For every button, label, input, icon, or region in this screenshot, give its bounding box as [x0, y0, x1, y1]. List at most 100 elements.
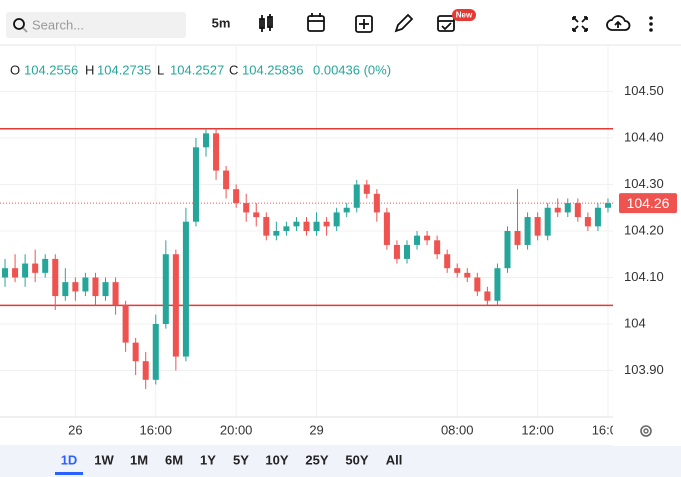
- candle-body: [82, 277, 89, 292]
- settings-button[interactable]: [640, 425, 652, 437]
- candle-body: [223, 170, 230, 190]
- candle-body: [554, 207, 561, 213]
- range-button[interactable]: 5Y: [233, 452, 249, 467]
- x-tick-label: 20:00: [220, 422, 253, 437]
- candle-body: [243, 203, 250, 213]
- candle-body: [253, 212, 260, 218]
- candle-body: [353, 184, 360, 208]
- interval-button[interactable]: 5m: [212, 15, 231, 30]
- candle-body: [162, 254, 169, 324]
- candle-body: [434, 240, 441, 255]
- range-active-underline: [55, 472, 83, 475]
- candle-body: [474, 277, 481, 292]
- candle-body: [604, 203, 611, 208]
- candle-body: [504, 231, 511, 269]
- candle-body: [444, 254, 451, 269]
- y-tick-label: 104.40: [624, 129, 664, 144]
- range-button[interactable]: 6M: [165, 452, 183, 467]
- candle-body: [122, 305, 129, 343]
- range-button[interactable]: 10Y: [265, 452, 288, 467]
- range-bar: [0, 445, 681, 477]
- plot-area: 26 16:00 20:00 29 08:00 12:00 16:00O 104.2556 H 1…: [0, 45, 624, 437]
- candle-body: [202, 133, 210, 148]
- y-tick-label: 104.30: [624, 176, 664, 191]
- draw-button[interactable]: [394, 13, 414, 33]
- fullscreen-button[interactable]: [572, 16, 588, 32]
- range-button[interactable]: 1Y: [200, 452, 216, 467]
- menu-button[interactable]: [649, 16, 653, 32]
- y-tick-label: 104.20: [624, 222, 664, 237]
- range-button[interactable]: 1W: [94, 452, 114, 467]
- candle-body: [22, 263, 29, 278]
- candle-body: [383, 212, 390, 245]
- chart-type-button[interactable]: [259, 14, 273, 32]
- candle-body: [534, 217, 541, 236]
- y-tick-label: 103.90: [624, 362, 664, 377]
- candle-body: [564, 203, 571, 213]
- candle-body: [142, 361, 149, 380]
- save-button[interactable]: [606, 15, 631, 31]
- candle-body: [524, 217, 531, 245]
- range-button[interactable]: 25Y: [305, 452, 328, 467]
- candle-body: [454, 268, 461, 273]
- candle-body: [303, 221, 310, 231]
- last-price-label: 104.26: [627, 195, 670, 211]
- x-tick-label: 29: [309, 422, 323, 437]
- candle-body: [293, 221, 300, 227]
- ohlc-legend: 104.2556: [24, 62, 78, 77]
- candle-body: [233, 189, 240, 204]
- candle-body: [132, 342, 139, 362]
- candle-body: [2, 268, 9, 278]
- candle-body: [263, 217, 270, 236]
- candle-body: [313, 221, 320, 231]
- candle-body: [424, 235, 431, 241]
- candle-body: [172, 254, 179, 357]
- candle-body: [42, 258, 49, 273]
- candle-body: [403, 244, 411, 259]
- ohlc-legend: H: [85, 62, 94, 77]
- events-button[interactable]: [437, 15, 455, 32]
- candle-body: [514, 231, 521, 245]
- x-tick-label: 12:00: [521, 422, 554, 437]
- y-tick-label: 104: [624, 315, 646, 330]
- search-icon: [22, 27, 28, 33]
- search-box[interactable]: [6, 12, 186, 38]
- candle-body: [273, 231, 280, 236]
- candle-body: [152, 324, 159, 380]
- ohlc-legend: C: [229, 62, 238, 77]
- candle-body: [213, 133, 220, 171]
- range-button[interactable]: 50Y: [345, 452, 368, 467]
- x-tick-label: 08:00: [441, 422, 474, 437]
- price-axis: [613, 46, 681, 446]
- candle-body: [333, 212, 340, 227]
- settings-icon: [640, 425, 652, 437]
- y-tick-label: 104.10: [624, 269, 664, 284]
- candle-body: [363, 184, 370, 194]
- candle-body: [92, 277, 99, 297]
- candle-body: [283, 226, 290, 231]
- add-indicator-button[interactable]: [355, 15, 373, 33]
- candle-body: [72, 282, 79, 292]
- candle-body: [343, 207, 350, 213]
- settings-icon: [643, 428, 649, 434]
- calendar-button[interactable]: [307, 13, 325, 32]
- x-tick-label: 26: [68, 422, 82, 437]
- ohlc-legend: 104.2735: [97, 62, 151, 77]
- candle-body: [182, 221, 189, 357]
- range-button[interactable]: 1M: [130, 452, 148, 467]
- range-button[interactable]: 1D: [61, 452, 78, 467]
- candle-body: [584, 217, 591, 227]
- candle-body: [62, 282, 69, 297]
- range-button[interactable]: All: [386, 452, 403, 467]
- candle-body: [32, 263, 39, 273]
- candle-body: [52, 258, 59, 297]
- last-price-tag: [619, 193, 677, 214]
- search-icon: [13, 18, 25, 30]
- candle-body: [323, 221, 330, 227]
- ohlc-legend: 0.00436 (0%): [313, 62, 391, 77]
- candle-body: [574, 203, 581, 218]
- candle-body: [112, 282, 119, 306]
- ohlc-legend: L: [157, 62, 164, 77]
